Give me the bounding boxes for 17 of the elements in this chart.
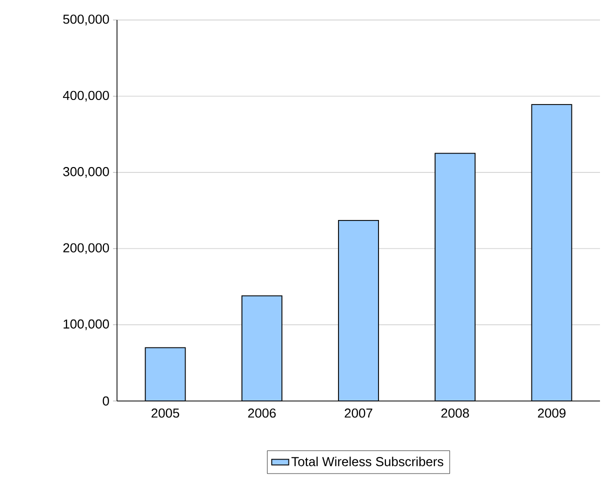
y-tick-label: 200,000 xyxy=(63,243,109,254)
x-tick-label: 2007 xyxy=(344,408,372,418)
x-tick-label: 2006 xyxy=(248,408,276,418)
legend-label: Total Wireless Subscribers xyxy=(291,456,444,466)
y-tick-label: 0 xyxy=(102,396,109,406)
y-tick-label: 300,000 xyxy=(63,167,109,178)
x-tick-label: 2008 xyxy=(441,408,469,418)
x-tick-label: 2005 xyxy=(152,408,180,418)
y-tick-label: 400,000 xyxy=(62,90,109,102)
bar xyxy=(338,220,379,401)
bar xyxy=(144,347,186,401)
bar xyxy=(241,295,282,401)
x-tick-label: 2009 xyxy=(538,408,566,418)
bar xyxy=(531,104,572,401)
y-tick-label: 500,000 xyxy=(63,14,109,26)
bar xyxy=(434,152,476,401)
y-tick-label: 100,000 xyxy=(64,319,109,330)
